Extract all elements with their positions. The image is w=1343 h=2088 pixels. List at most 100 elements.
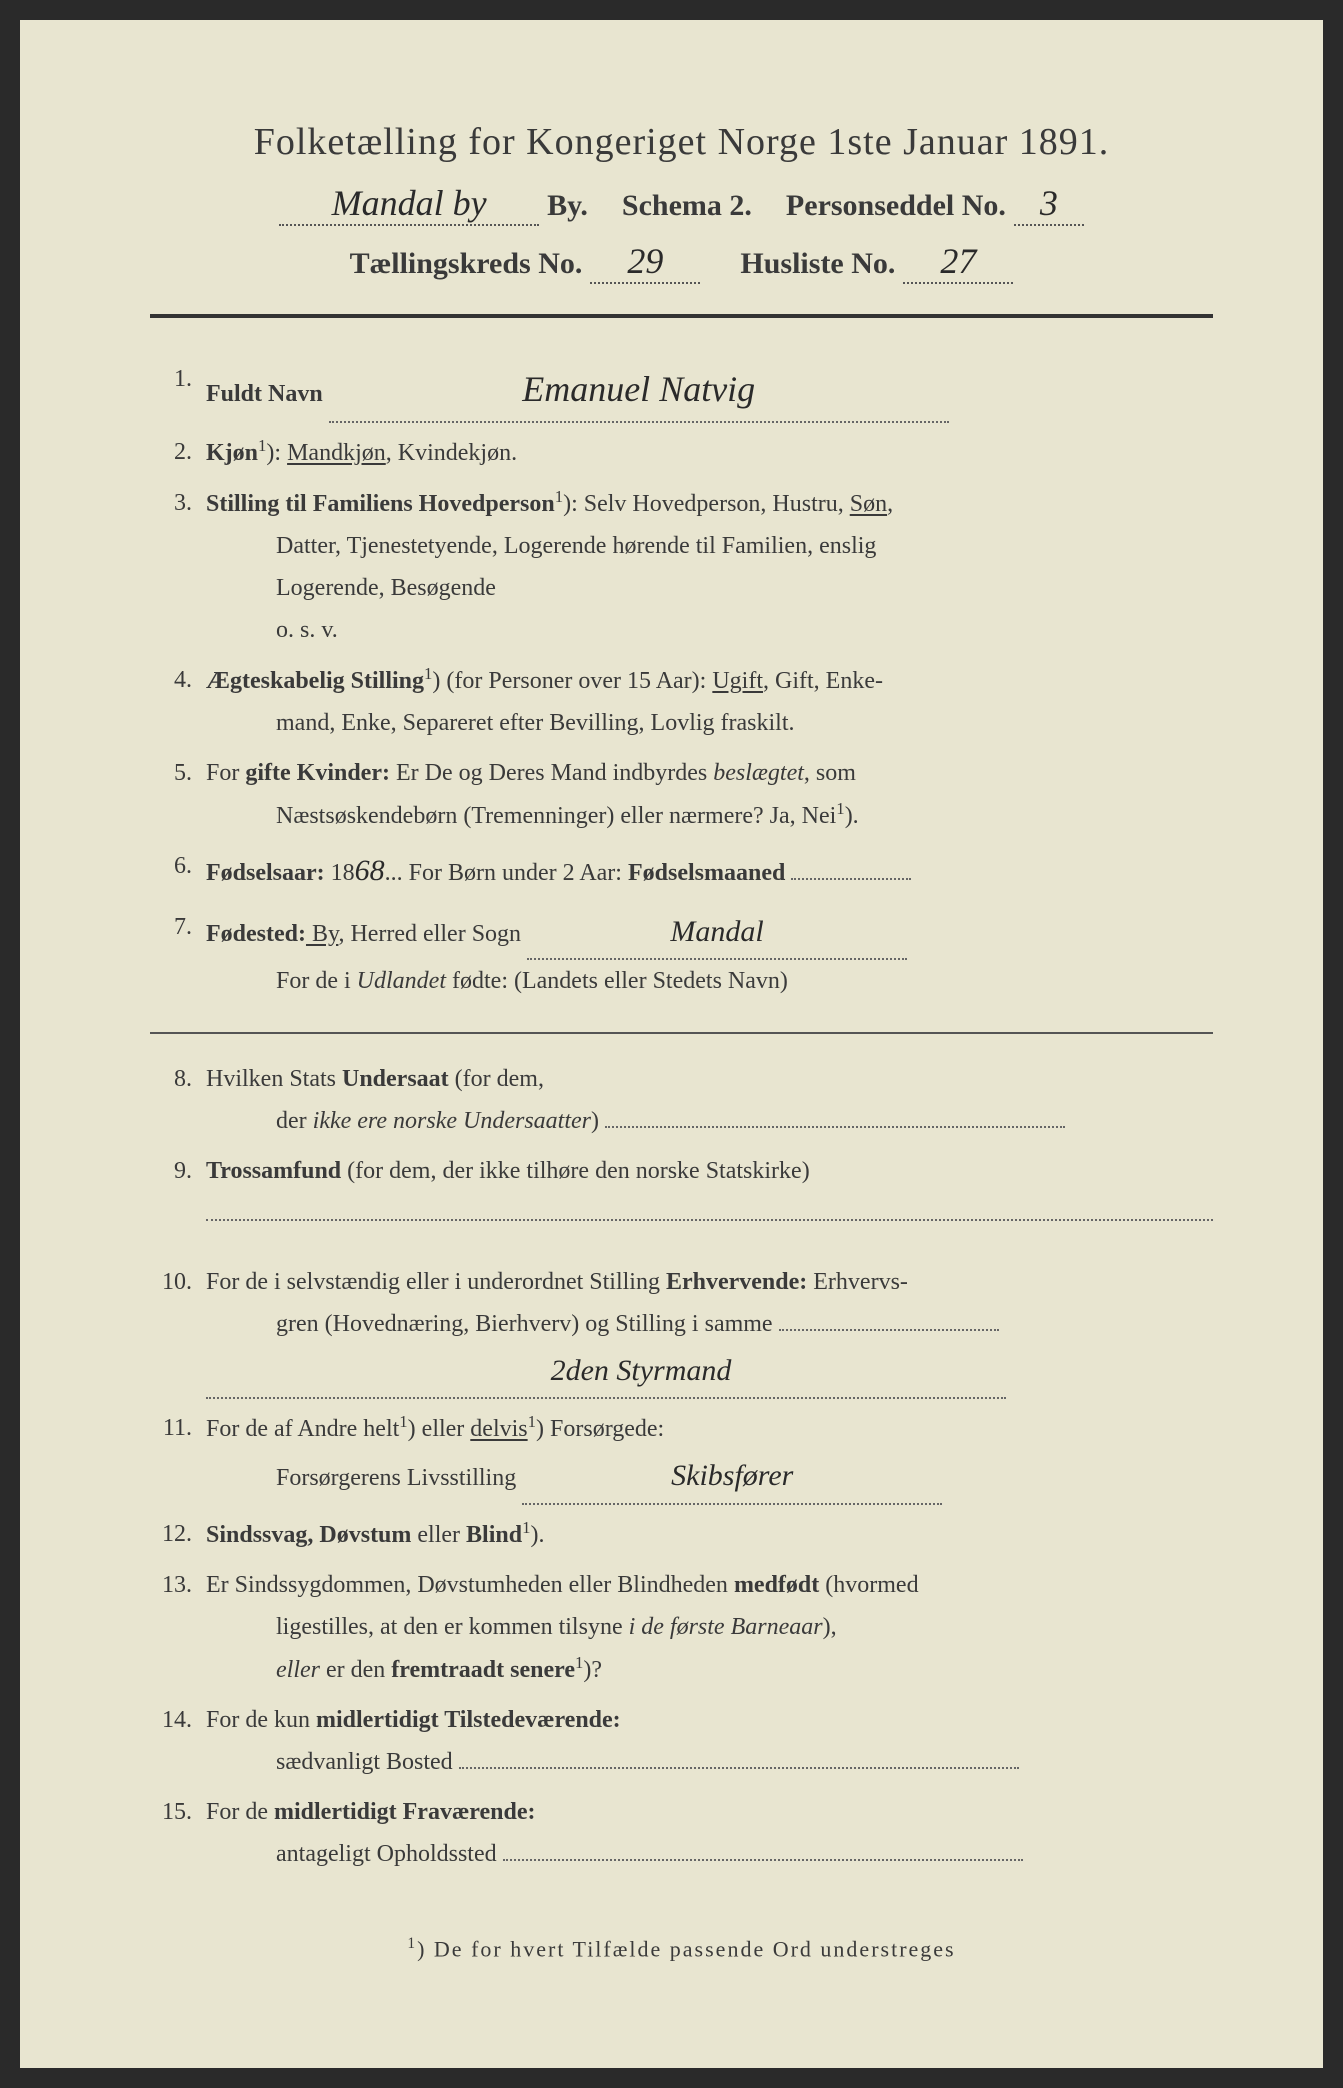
entry-num: 6. <box>150 845 206 898</box>
by-label: By. <box>547 189 588 223</box>
text: Forsørgerens Livsstilling <box>276 1465 516 1491</box>
entry-num: 7. <box>150 906 206 1003</box>
husliste-no: 27 <box>903 240 1013 284</box>
text-line: sædvanligt Bosted <box>206 1741 1213 1783</box>
entry-6: 6. Fødselsaar: 1868... For Børn under 2 … <box>150 845 1213 898</box>
husliste-label: Husliste No. <box>740 247 895 281</box>
text: 18 <box>325 860 355 886</box>
entry-4: 4. Ægteskabelig Stilling1) (for Personer… <box>150 659 1213 744</box>
text-italic: i de første Barneaar <box>629 1614 823 1640</box>
text: Datter, Tjenestetyende, Logerende hørend… <box>206 525 1213 567</box>
entry-12: 12. Sindssvag, Døvstum eller Blind1). <box>150 1513 1213 1556</box>
section-rule <box>150 1032 1213 1034</box>
entry-content: Hvilken Stats Undersaat (for dem, der ik… <box>206 1058 1213 1142</box>
text: Næstsøskendebørn (Tremenninger) eller næ… <box>276 803 836 829</box>
option-selected: Søn <box>850 491 887 517</box>
entry-9: 9. Trossamfund (for dem, der ikke tilhør… <box>150 1150 1213 1235</box>
form-title: Folketælling for Kongeriget Norge 1ste J… <box>150 120 1213 164</box>
field-label: gifte Kvinder: <box>245 760 390 786</box>
kreds-label: Tællingskreds No. <box>350 247 583 281</box>
form-entries: 1. Fuldt Navn Emanuel Natvig 2. Kjøn1): … <box>150 358 1213 1875</box>
text: , Herred eller Sogn <box>338 921 527 947</box>
field-label: Sindssvag, Døvstum <box>206 1522 411 1548</box>
entry-content: Fødselsaar: 1868... For Børn under 2 Aar… <box>206 845 1213 898</box>
entry-num: 15. <box>150 1791 206 1875</box>
text: ). <box>530 1522 544 1548</box>
footnote-ref: 1 <box>836 799 844 818</box>
form-header: Folketælling for Kongeriget Norge 1ste J… <box>150 120 1213 318</box>
entry-content: Fuldt Navn Emanuel Natvig <box>206 358 1213 423</box>
field-label: Erhvervende: <box>666 1269 807 1295</box>
field-label: Kjøn <box>206 440 258 466</box>
colon: ): <box>563 491 578 517</box>
city-field: Mandal by <box>279 182 539 226</box>
personseddel-label: Personseddel No. <box>786 189 1006 223</box>
entry-13: 13. Er Sindssygdommen, Døvstumheden elle… <box>150 1564 1213 1691</box>
text: For de kun <box>206 1707 316 1733</box>
footnote-ref: 1 <box>528 1412 536 1431</box>
field-label: Fuldt Navn <box>206 381 323 407</box>
text: )? <box>583 1657 602 1683</box>
entry-num: 12. <box>150 1513 206 1556</box>
entry-num: 2. <box>150 431 206 474</box>
text: der <box>276 1108 313 1134</box>
personseddel-no: 3 <box>1014 182 1084 226</box>
entry-num: 1. <box>150 358 206 423</box>
entry-content: Trossamfund (for dem, der ikke tilhøre d… <box>206 1150 1213 1235</box>
text-line: ligestilles, at den er kommen tilsyne i … <box>206 1606 1213 1648</box>
entry-content: For de af Andre helt1) eller delvis1) Fo… <box>206 1407 1213 1505</box>
colon: ) <box>432 668 440 694</box>
text-italic: eller <box>276 1657 320 1683</box>
option-selected: Ugift <box>712 668 763 694</box>
field-label: Trossamfund <box>206 1158 341 1184</box>
text: For de i <box>276 968 357 994</box>
entry-content: For de midlertidigt Fraværende: antageli… <box>206 1791 1213 1875</box>
entry-2: 2. Kjøn1): Mandkjøn, Kvindekjøn. <box>150 431 1213 474</box>
entry-content: Kjøn1): Mandkjøn, Kvindekjøn. <box>206 431 1213 474</box>
text-line: der ikke ere norske Undersaatter) <box>206 1100 1213 1142</box>
text: ligestilles, at den er kommen tilsyne <box>276 1614 629 1640</box>
blank-line <box>206 1192 1213 1221</box>
text: (for Personer over 15 Aar): <box>446 668 712 694</box>
field-label: Blind <box>466 1522 522 1548</box>
sep: , <box>386 440 398 466</box>
entry-num: 11. <box>150 1407 206 1505</box>
text-italic: beslægtet <box>713 760 804 786</box>
entry-content: Stilling til Familiens Hovedperson1): Se… <box>206 482 1213 651</box>
entry-content: Fødested: By, Herred eller Sogn Mandal F… <box>206 906 1213 1003</box>
entry-num: 13. <box>150 1564 206 1691</box>
text: For Børn under 2 Aar: <box>403 860 628 886</box>
text: (for dem, <box>449 1066 544 1092</box>
year-value: 68 <box>355 854 385 887</box>
schema-label: Schema 2. <box>622 189 752 223</box>
text: ) eller <box>408 1416 471 1442</box>
text-italic: ikke ere norske Undersaatter <box>313 1108 591 1134</box>
birthplace-value: Mandal <box>670 915 763 948</box>
text: Er De og Deres Mand indbyrdes <box>390 760 713 786</box>
text: For <box>206 760 245 786</box>
text: Er Sindssygdommen, Døvstumheden eller Bl… <box>206 1572 734 1598</box>
text: Hvilken Stats <box>206 1066 342 1092</box>
field-label: Undersaat <box>342 1066 449 1092</box>
field-label: medfødt <box>734 1572 819 1598</box>
entry-content: For de kun midlertidigt Tilstedeværende:… <box>206 1699 1213 1783</box>
text: er den <box>320 1657 391 1683</box>
field-label: Ægteskabelig Stilling <box>206 668 424 694</box>
footnote-ref: 1 <box>399 1412 407 1431</box>
text: ), <box>823 1614 837 1640</box>
entry-content: Ægteskabelig Stilling1) (for Personer ov… <box>206 659 1213 744</box>
field-label: Stilling til Familiens Hovedperson <box>206 491 555 517</box>
occupation-value: 2den Styrmand <box>551 1354 732 1387</box>
entry-num: 4. <box>150 659 206 744</box>
text-italic: Udlandet <box>357 968 446 994</box>
entry-num: 9. <box>150 1150 206 1235</box>
entry-10: 10. For de i selvstændig eller i underor… <box>150 1261 1213 1400</box>
entry-3: 3. Stilling til Familiens Hovedperson1):… <box>150 482 1213 651</box>
entry-num: 5. <box>150 752 206 837</box>
text-line: Næstsøskendebørn (Tremenninger) eller næ… <box>206 794 1213 837</box>
footnote: 1) De for hvert Tilfælde passende Ord un… <box>150 1935 1213 1962</box>
text: , <box>887 491 893 517</box>
text: , Gift, Enke- <box>763 668 883 694</box>
colon: ): <box>266 440 281 466</box>
header-line-3: Tællingskreds No. 29 Husliste No. 27 <box>150 240 1213 284</box>
